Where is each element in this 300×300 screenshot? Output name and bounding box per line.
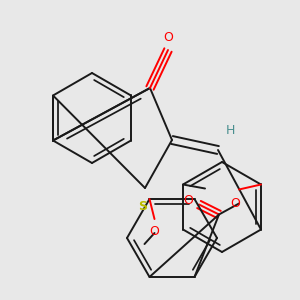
- Text: O: O: [150, 225, 159, 238]
- Text: S: S: [139, 200, 148, 213]
- Text: O: O: [230, 197, 240, 211]
- Text: O: O: [163, 31, 173, 44]
- Text: O: O: [183, 194, 193, 207]
- Text: H: H: [226, 124, 236, 136]
